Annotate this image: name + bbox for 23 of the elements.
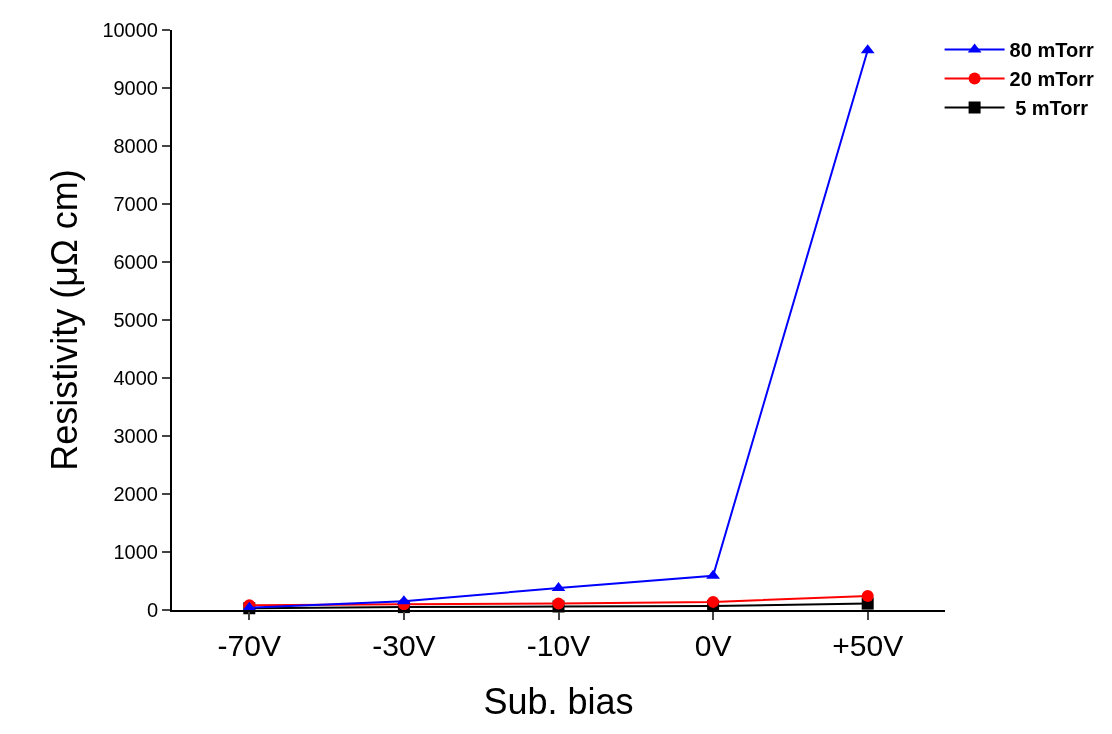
legend-label: 20 mTorr <box>1009 68 1094 91</box>
x-tick-label: -10V <box>526 629 591 662</box>
y-tick-label: 5000 <box>113 309 158 331</box>
point <box>707 595 720 608</box>
y-axis-title: Resistivity (μΩ cm) <box>43 169 85 471</box>
x-tick-label: -30V <box>372 629 436 662</box>
legend-label: 5 mTorr <box>1009 97 1089 120</box>
x-tick-label: 0V <box>694 629 732 662</box>
legend-label: 80 mTorr <box>1009 39 1094 62</box>
x-tick-label: +50V <box>832 629 904 662</box>
y-tick-label: 7000 <box>113 193 158 215</box>
y-tick-label: 10000 <box>102 19 158 41</box>
y-tick-label: 3000 <box>113 425 158 447</box>
y-tick-label: 2000 <box>113 483 158 505</box>
x-axis-title: Sub. bias <box>483 681 634 723</box>
y-tick-label: 6000 <box>113 251 158 273</box>
y-tick-label: 9000 <box>113 77 158 99</box>
point <box>861 590 874 603</box>
y-tick-label: 8000 <box>113 135 158 157</box>
x-tick-label: -70V <box>217 629 281 662</box>
y-tick-label: 1000 <box>113 541 158 563</box>
y-tick-label: 0 <box>146 599 158 621</box>
y-tick-label: 4000 <box>113 367 158 389</box>
